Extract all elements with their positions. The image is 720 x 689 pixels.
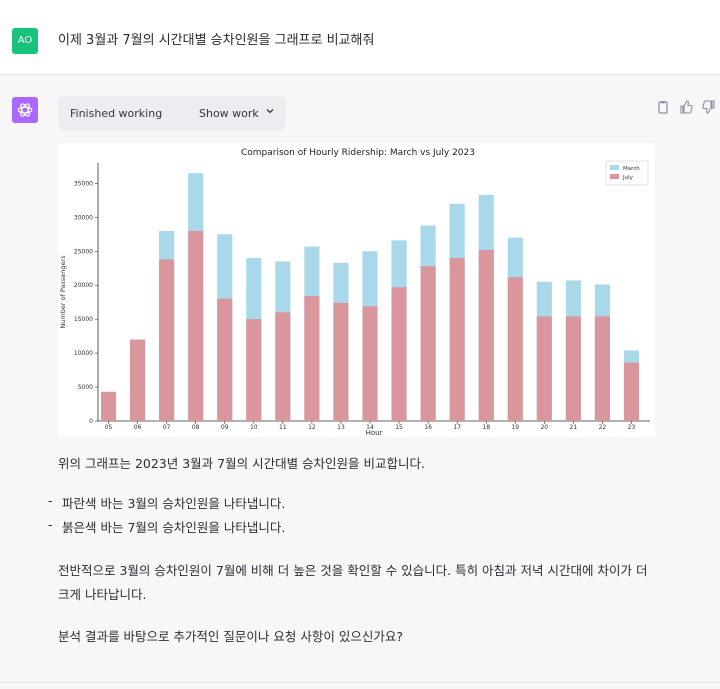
x-tick-label: 10 <box>250 424 258 431</box>
y-tick-label: 35000 <box>74 180 93 187</box>
bar-july-05 <box>100 391 117 421</box>
bar-july-13 <box>333 302 349 421</box>
y-tick-label: 20000 <box>74 282 93 289</box>
bar-july-20 <box>536 316 552 421</box>
chart-svg: Comparison of Hourly Ridership: March vs… <box>59 148 650 437</box>
list-item: - 붉은색 바는 7월의 승차인원을 나타냅니다. <box>48 517 286 535</box>
analysis-paragraph: 전반적으로 3월의 승차인원이 7월에 비해 더 높은 것을 확인할 수 있습니… <box>58 563 648 602</box>
x-tick-label: 20 <box>540 424 548 431</box>
show-work-button[interactable]: Show work <box>199 107 259 120</box>
bar-july-21 <box>565 316 581 421</box>
message-actions <box>656 99 716 114</box>
user-avatar: AO <box>12 28 38 54</box>
bar-july-14 <box>362 306 378 421</box>
chart-title: Comparison of Hourly Ridership: March vs… <box>241 148 475 158</box>
x-tick-label: 17 <box>453 424 461 431</box>
bar-july-17 <box>449 258 465 421</box>
chart-legend-box <box>605 160 649 186</box>
bar-july-16 <box>420 266 436 421</box>
bar-july-06 <box>130 339 146 421</box>
bullet-list: - 파란색 바는 3월의 승차인원을 나타냅니다. - 붉은색 바는 7월의 승차인… <box>48 493 285 541</box>
y-tick-label: 10000 <box>74 350 93 357</box>
openai-logo-icon <box>12 97 38 123</box>
bar-july-22 <box>594 316 610 421</box>
legend-swatch-july <box>610 174 619 179</box>
summary-paragraph: 위의 그래프는 2023년 3월과 7월의 시간대별 승차인원을 비교합니다. <box>58 456 426 471</box>
y-tick-label: 5000 <box>78 384 93 391</box>
x-tick-label: 06 <box>134 424 142 431</box>
bar-july-09 <box>217 298 233 421</box>
bar-july-08 <box>188 230 204 421</box>
bar-july-18 <box>478 249 494 421</box>
chevron-down-icon[interactable] <box>265 106 275 119</box>
clipboard-icon[interactable] <box>656 99 670 114</box>
x-tick-label: 09 <box>221 424 229 431</box>
x-tick-label: 12 <box>308 424 316 431</box>
bar-july-12 <box>304 296 320 421</box>
bar-july-19 <box>507 277 523 421</box>
y-tick-label: 30000 <box>74 214 93 221</box>
x-tick-label: 13 <box>337 424 345 431</box>
x-tick-label: 11 <box>279 424 287 431</box>
x-tick-label: 23 <box>628 424 636 431</box>
assistant-message-row: Finished working Show work Comparison of… <box>0 75 720 689</box>
list-item: - 파란색 바는 3월의 승차인원을 나타냅니다. <box>48 493 286 511</box>
x-tick-label: 16 <box>424 424 432 431</box>
x-tick-label: 18 <box>482 424 490 431</box>
x-tick-label: 15 <box>395 424 403 431</box>
bar-july-15 <box>391 287 407 421</box>
bar-july-10 <box>246 319 262 421</box>
x-tick-label: 19 <box>511 424 519 431</box>
x-tick-label: 07 <box>163 424 171 431</box>
ridership-chart: Comparison of Hourly Ridership: March vs… <box>58 143 655 437</box>
bar-july-23 <box>623 362 640 421</box>
thumbs-up-icon[interactable] <box>679 99 693 114</box>
legend-label-july: July <box>622 175 634 181</box>
y-axis-label: Number of Passengers <box>59 255 67 329</box>
user-message-text: 이제 3월과 7월의 시간대별 승차인원을 그래프로 비교해줘 <box>58 33 375 48</box>
x-tick-label: 14 <box>366 424 374 431</box>
bar-july-07 <box>159 259 175 421</box>
thumbs-down-icon[interactable] <box>702 99 716 114</box>
divider <box>0 682 720 683</box>
y-tick-label: 15000 <box>74 316 93 323</box>
x-tick-label: 22 <box>599 424 607 431</box>
legend-swatch-march <box>610 165 619 170</box>
followup-question: 분석 결과를 바탕으로 추가적인 질문이나 요청 사항이 있으신가요? <box>58 629 403 644</box>
y-tick-label: 25000 <box>74 248 93 255</box>
work-status-label: Finished working <box>70 107 163 120</box>
x-axis-label: Hour <box>366 429 383 437</box>
x-tick-label: 21 <box>570 424 578 431</box>
bar-july-11 <box>275 312 291 421</box>
x-tick-label: 05 <box>105 424 113 431</box>
work-status-bar: Finished working Show work <box>58 96 286 131</box>
user-message-row: AO 이제 3월과 7월의 시간대별 승차인원을 그래프로 비교해줘 <box>0 0 720 75</box>
x-tick-label: 08 <box>192 424 200 431</box>
legend-label-march: March <box>623 166 640 172</box>
y-tick-label: 0 <box>89 418 93 425</box>
